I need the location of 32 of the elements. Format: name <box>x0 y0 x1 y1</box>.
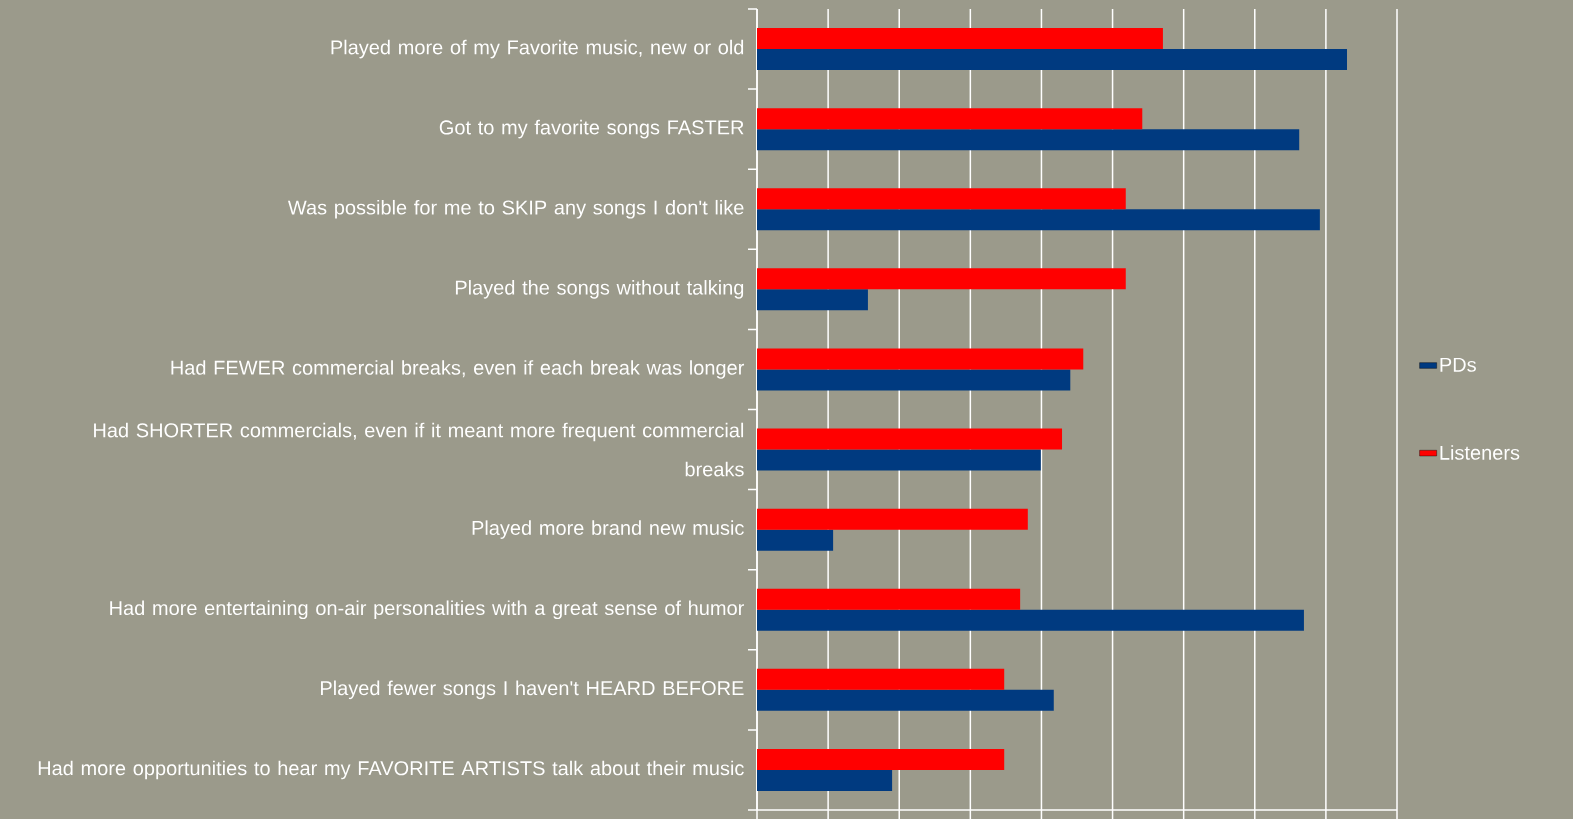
bar <box>757 129 1300 151</box>
bar <box>757 689 1054 711</box>
legend-label: Listeners <box>1440 445 1520 460</box>
bar <box>757 609 1304 631</box>
bar <box>757 369 1071 391</box>
bar <box>757 749 1005 771</box>
bar <box>757 428 1063 450</box>
y-tick-label: Had more opportunities to hear my FAVORITE ARTISTS talk about their music <box>38 760 744 780</box>
bar <box>757 508 1028 530</box>
bar <box>757 268 1126 290</box>
y-tick-label: Got to my favorite songs FASTER <box>439 119 744 139</box>
y-tick-label: Had FEWER commercial breaks, even if each break was longer <box>171 360 745 379</box>
bar <box>757 28 1163 50</box>
bar <box>757 188 1126 210</box>
bar <box>757 289 868 311</box>
legend-label: PDs <box>1440 357 1476 372</box>
y-tick-label: Played fewer songs I haven't HEARD BEFORE <box>321 680 744 700</box>
y-tick-label: Had SHORTER commercials, even if it meant more frequent commercial breaks <box>94 422 744 477</box>
y-tick-label: Was possible for me to SKIP any songs I don't like <box>287 200 744 219</box>
bar <box>757 588 1021 610</box>
bar <box>757 770 893 792</box>
y-tick-label: Had more entertaining on-air personalities with a great sense of humor <box>110 600 744 620</box>
y-tick-label: Played more brand new music <box>472 520 744 540</box>
bar <box>757 209 1320 231</box>
bar <box>757 668 1005 690</box>
bar <box>757 348 1084 370</box>
bar <box>757 449 1041 471</box>
bar <box>757 529 834 551</box>
y-tick-label: Played more of my Favorite music, new or old <box>331 39 744 59</box>
bar <box>757 108 1143 130</box>
y-tick-label: Played the songs without talking <box>455 280 744 299</box>
bar <box>757 49 1348 71</box>
